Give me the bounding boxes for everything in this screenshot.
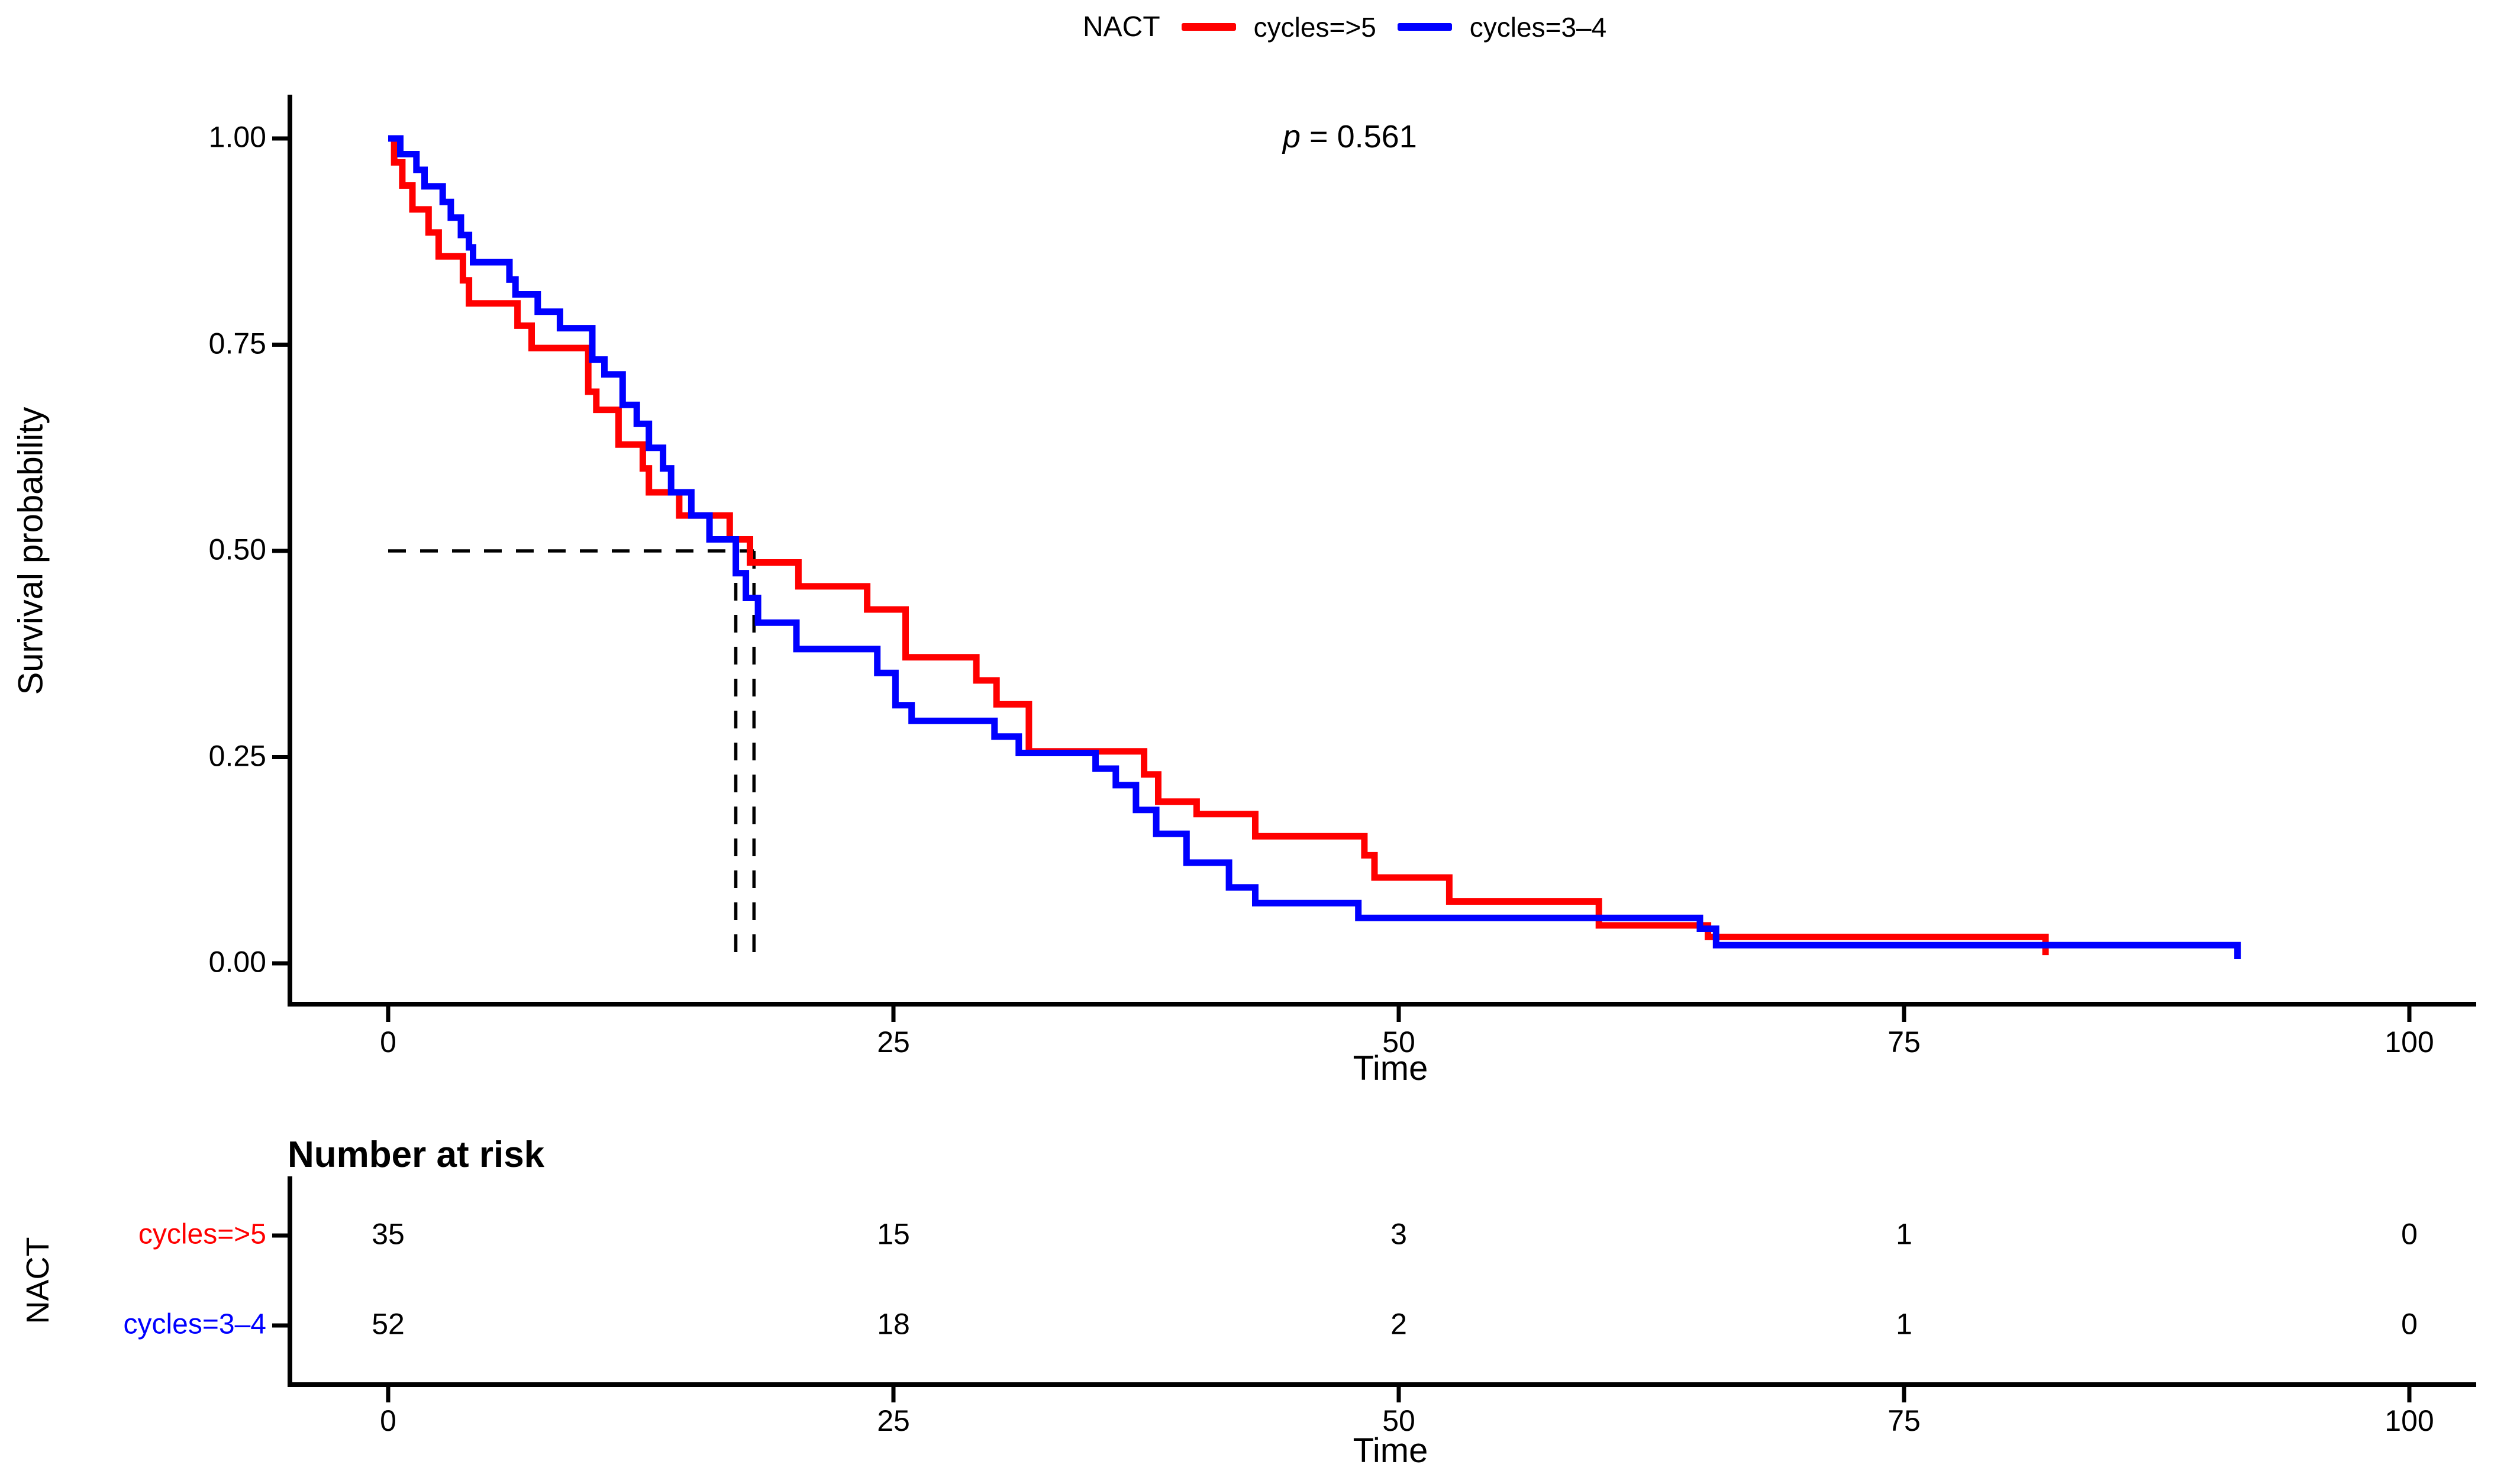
y-axis-title: Survival probability <box>11 407 50 695</box>
risk-table-x-tick-label: 0 <box>380 1404 396 1437</box>
risk-table-title: Number at risk <box>288 1134 545 1175</box>
risk-count: 15 <box>877 1217 910 1251</box>
legend-item-cycles-ge5: cycles=>5 <box>1181 11 1376 43</box>
y-tick-label: 0.50 <box>208 533 266 566</box>
legend-label-cycles-3-4: cycles=3–4 <box>1469 11 1607 43</box>
risk-count: 2 <box>1390 1307 1407 1341</box>
risk-count: 0 <box>2401 1307 2418 1341</box>
risk-table-x-tick-label: 100 <box>2385 1404 2434 1437</box>
risk-count: 18 <box>877 1307 910 1341</box>
y-tick-label: 0.00 <box>208 945 266 979</box>
x-axis-title: Time <box>1353 1049 1428 1088</box>
risk-count: 52 <box>372 1307 405 1341</box>
legend-item-cycles-3-4: cycles=3–4 <box>1397 11 1607 43</box>
x-tick-label: 100 <box>2385 1025 2434 1059</box>
risk-count: 0 <box>2401 1217 2418 1251</box>
km-curve-cycles-ge5 <box>388 135 2049 956</box>
risk-count: 3 <box>1390 1217 1407 1251</box>
legend: NACT cycles=>5 cycles=3–4 <box>1083 11 1606 43</box>
risk-table-x-tick-label: 75 <box>1887 1404 1921 1437</box>
risk-count: 35 <box>372 1217 405 1251</box>
legend-key-line-blue <box>1397 23 1452 31</box>
risk-row-label-cycles-ge5: cycles=>5 <box>138 1218 266 1250</box>
risk-table-x-axis-title: Time <box>1353 1431 1428 1470</box>
risk-count: 1 <box>1896 1217 1912 1251</box>
legend-title: NACT <box>1083 11 1160 43</box>
risk-count: 1 <box>1896 1307 1912 1341</box>
risk-table-x-tick-label: 50 <box>1382 1404 1415 1437</box>
p-value: p = 0.561 <box>1283 118 1417 155</box>
risk-table-x-tick-label: 25 <box>877 1404 910 1437</box>
y-tick-label: 1.00 <box>208 120 266 154</box>
legend-key-line-red <box>1181 23 1236 31</box>
p-value-text: = 0.561 <box>1301 119 1417 154</box>
legend-label-cycles-ge5: cycles=>5 <box>1253 11 1376 43</box>
x-tick-label: 25 <box>877 1025 910 1059</box>
y-tick-label: 0.75 <box>208 327 266 360</box>
x-tick-label: 50 <box>1382 1025 1415 1059</box>
x-tick-label: 75 <box>1887 1025 1921 1059</box>
y-tick-label: 0.25 <box>208 739 266 773</box>
p-symbol: p <box>1283 119 1301 154</box>
km-curve-cycles-3-4 <box>388 135 2241 959</box>
risk-row-label-cycles-3-4: cycles=3–4 <box>123 1308 266 1340</box>
x-tick-label: 0 <box>380 1025 396 1059</box>
